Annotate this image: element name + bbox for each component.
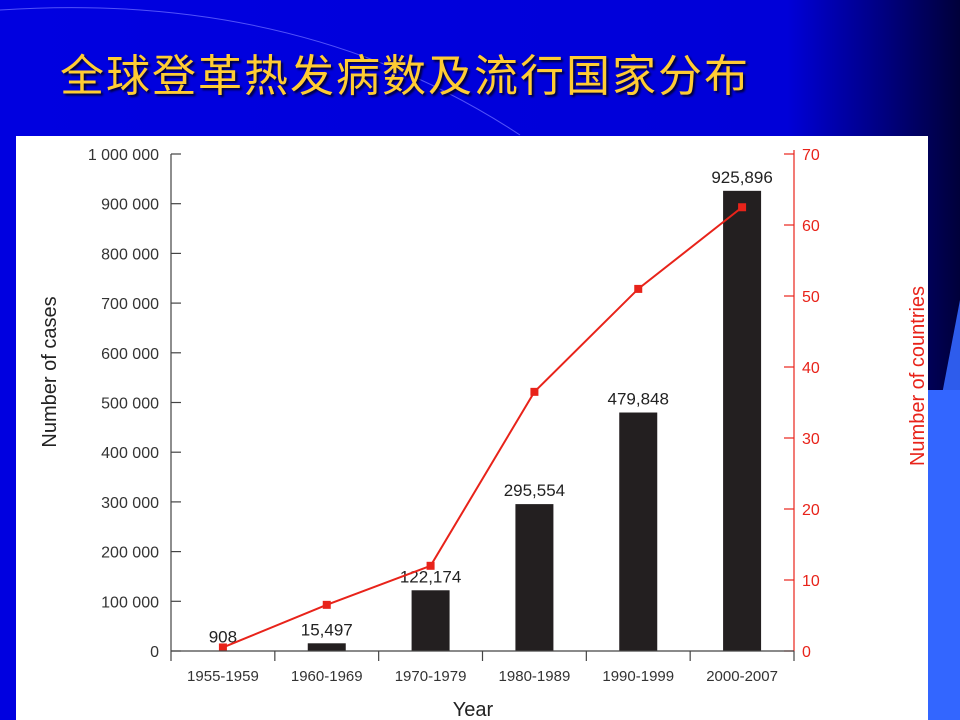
- left-tick-label: 400 000: [101, 445, 159, 462]
- left-tick-label: 200 000: [101, 545, 159, 562]
- left-axis-ticks: 0 100 000 200 000 300 000 400 000 500 000 600 …: [88, 147, 181, 661]
- bar: [515, 504, 554, 651]
- chart-panel: 0 100 000 200 000 300 000 400 000 500 000 600 …: [16, 136, 928, 720]
- x-tick-label: 1990-1999: [602, 668, 674, 685]
- right-tick-label: 70: [802, 147, 820, 164]
- line-point: [530, 387, 539, 396]
- bar: [619, 412, 658, 651]
- left-tick-label: 600 000: [101, 346, 159, 363]
- left-tick-label: 800 000: [101, 246, 159, 263]
- left-tick-label: 900 000: [101, 197, 159, 214]
- x-axis-label: Year: [453, 699, 494, 720]
- x-tick-label: 1970-1979: [395, 668, 467, 685]
- bar-value-label: 15,497: [301, 620, 353, 639]
- right-tick-label: 20: [802, 502, 820, 519]
- countries-line: [222, 206, 743, 649]
- left-tick-label: 500 000: [101, 396, 159, 413]
- x-tick-label: 1980-1989: [499, 668, 571, 685]
- left-tick-label: 100 000: [101, 594, 159, 611]
- bar-value-label: 925,896: [711, 168, 772, 187]
- bars-series: 908 15,497 122,174 295,554 479,848 925,896: [203, 168, 773, 651]
- x-tick-label: 1960-1969: [291, 668, 363, 685]
- right-tick-label: 30: [802, 431, 820, 448]
- x-tick-label: 1955-1959: [187, 668, 259, 685]
- line-point: [426, 561, 435, 570]
- bar-value-label: 295,554: [504, 481, 565, 500]
- bar-value-label: 479,848: [608, 390, 669, 409]
- right-tick-label: 40: [802, 360, 820, 377]
- bar: [411, 590, 450, 651]
- bar-value-label: 122,174: [400, 567, 461, 586]
- y-axis-label: Number of cases: [39, 296, 61, 447]
- right-tick-label: 0: [802, 644, 811, 661]
- right-tick-label: 60: [802, 218, 820, 235]
- line-point: [738, 203, 747, 212]
- countries-line-series: [218, 203, 747, 652]
- line-point: [218, 643, 227, 652]
- bar: [307, 643, 346, 651]
- left-tick-label: 0: [150, 644, 159, 661]
- dengue-chart: 0 100 000 200 000 300 000 400 000 500 000 600 …: [39, 147, 928, 720]
- left-tick-label: 300 000: [101, 495, 159, 512]
- x-tick-label: 2000-2007: [706, 668, 778, 685]
- line-point: [634, 284, 643, 293]
- left-tick-label: 1 000 000: [88, 147, 159, 164]
- line-point: [322, 600, 331, 609]
- bar: [723, 190, 762, 651]
- slide-title: 全球登革热发病数及流行国家分布: [60, 51, 750, 102]
- right-axis-ticks: 0 10 20 30 40 50 60 70: [784, 147, 820, 661]
- x-axis-ticks: 1955-1959 1960-1969 1970-1979 1980-1989 1990…: [170, 650, 795, 685]
- y2-axis-label: Number of countries: [907, 286, 928, 466]
- left-tick-label: 700 000: [101, 296, 159, 313]
- right-tick-label: 50: [802, 289, 820, 306]
- bar-value-label: 908: [209, 628, 237, 647]
- right-tick-label: 10: [802, 573, 820, 590]
